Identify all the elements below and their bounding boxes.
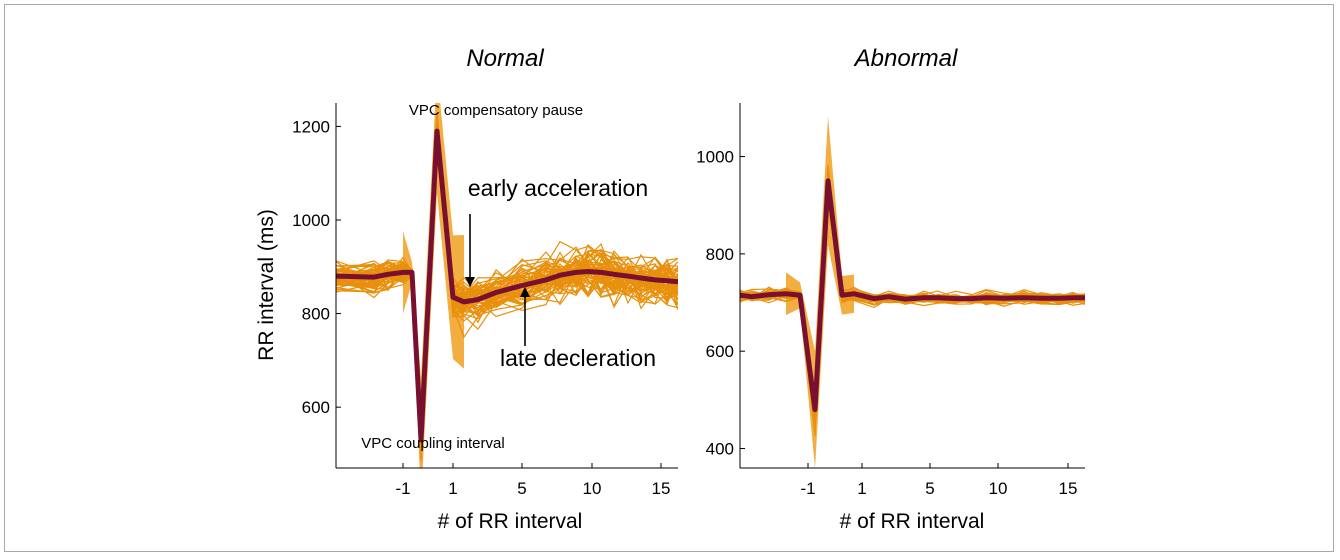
annotation-coupling-interval: VPC coupling interval — [361, 435, 504, 452]
x-tick-label: 15 — [652, 479, 671, 498]
x-tick-label: 5 — [517, 479, 526, 498]
x-tick-label: 1 — [448, 479, 457, 498]
x-tick-label: -1 — [800, 479, 815, 498]
panel-title-abnormal: Abnormal — [853, 45, 958, 72]
mean-series-line — [740, 178, 1085, 413]
y-tick-label: 1200 — [292, 117, 330, 136]
x-tick-label: 10 — [989, 479, 1008, 498]
y-tick-label: 600 — [302, 398, 330, 417]
x-axis-label-abnormal: # of RR interval — [840, 510, 985, 533]
x-tick-label: 10 — [583, 479, 602, 498]
annotation-compensatory-pause: VPC compensatory pause — [409, 102, 583, 119]
panel-title-normal: Normal — [466, 45, 544, 72]
x-tick-label: 15 — [1059, 479, 1078, 498]
arrowhead-late-deceleration — [520, 287, 530, 297]
x-tick-label: -1 — [395, 479, 410, 498]
individual-series-line — [740, 172, 1085, 410]
arrowhead-early-acceleration — [465, 277, 475, 287]
annotation-late-deceleration: late decleration — [500, 345, 656, 371]
individual-series-line — [336, 119, 678, 429]
y-tick-label: 1000 — [292, 211, 330, 230]
mean-series-line — [336, 128, 678, 443]
individual-series-line — [740, 199, 1085, 428]
x-tick-label: 5 — [925, 479, 934, 498]
series-group — [740, 116, 1085, 468]
y-tick-label: 400 — [706, 440, 734, 459]
y-tick-label: 1000 — [696, 148, 734, 167]
annotation-early-acceleration: early acceleration — [468, 175, 648, 201]
series-group — [336, 103, 678, 468]
y-axis-label-normal: RR interval (ms) — [255, 209, 278, 361]
individual-series-line — [336, 141, 678, 458]
y-tick-label: 800 — [706, 245, 734, 264]
y-tick-label: 800 — [302, 305, 330, 324]
y-tick-label: 600 — [706, 342, 734, 361]
x-tick-label: 1 — [857, 479, 866, 498]
x-axis-label-normal: # of RR interval — [438, 510, 583, 533]
